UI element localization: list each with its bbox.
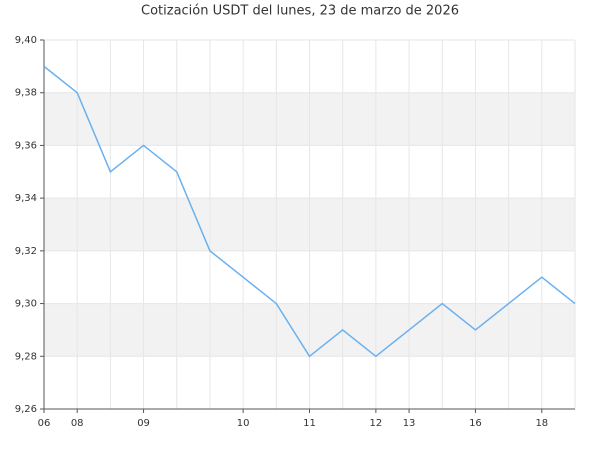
- x-tick-label: 08: [71, 418, 84, 429]
- x-tick-label: 12: [370, 418, 383, 429]
- y-tick-label: 9,28: [15, 351, 37, 362]
- x-tick-label: 10: [237, 418, 250, 429]
- y-tick-label: 9,26: [15, 404, 37, 415]
- y-tick-label: 9,32: [15, 246, 37, 257]
- y-tick-label: 9,38: [15, 88, 37, 99]
- x-tick-label: 11: [303, 418, 316, 429]
- y-tick-label: 9,40: [15, 35, 37, 46]
- x-tick-label: 09: [137, 418, 150, 429]
- chart-title: Cotización USDT del lunes, 23 de marzo d…: [141, 4, 459, 19]
- x-tick-label: 18: [535, 418, 548, 429]
- y-tick-label: 9,36: [15, 140, 37, 151]
- y-tick-label: 9,30: [15, 299, 37, 310]
- y-tick-label: 9,34: [15, 193, 37, 204]
- x-tick-label: 16: [469, 418, 482, 429]
- x-tick-label: 06: [38, 418, 51, 429]
- line-series: [43, 65, 576, 358]
- x-tick-label: 13: [403, 418, 416, 429]
